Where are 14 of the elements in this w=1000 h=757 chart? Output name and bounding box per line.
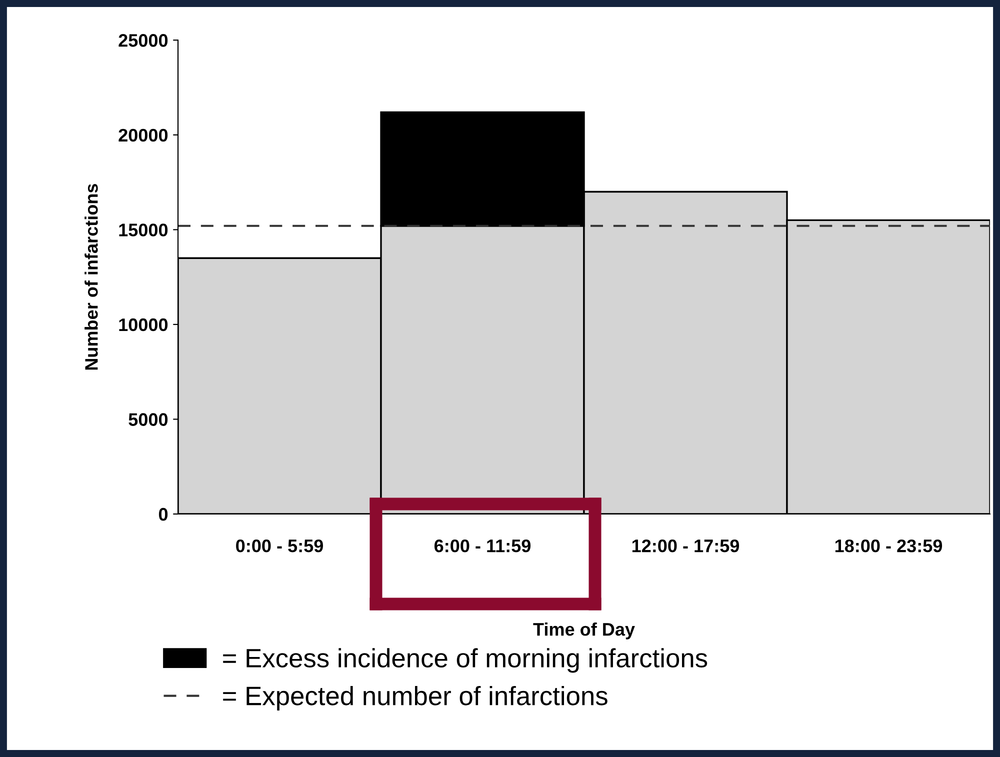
legend-label: = Excess incidence of morning infarctions [223,648,708,673]
x-tick-label: 18:00 - 23:59 [835,539,942,552]
y-tick-label: 5000 [128,413,168,426]
x-tick-label: 12:00 - 17:59 [632,539,740,552]
y-tick-label: 0 [158,508,168,521]
legend-label: = Expected number of infarctions [223,686,608,711]
y-tick-label: 25000 [118,34,168,47]
x-tick-label: 0:00 - 5:59 [236,539,323,552]
x-tick-label: 6:00 - 11:59 [434,539,531,552]
x-axis-title: Time of Day [533,622,635,640]
y-tick-label: 20000 [118,128,168,142]
y-tick-label: 15000 [119,224,168,236]
y-tick-label: 10000 [119,318,168,332]
y-axis-title: Number of infarctions [84,184,98,370]
